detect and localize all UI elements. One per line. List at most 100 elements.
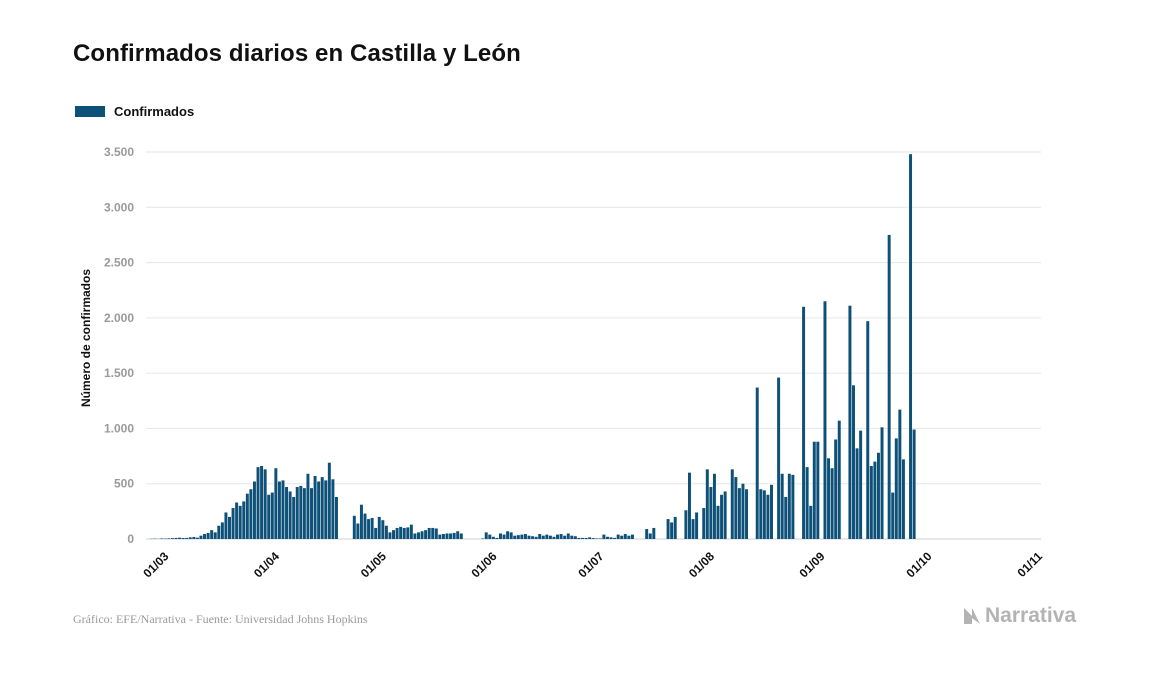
bar [484,532,488,539]
bars [149,154,916,539]
bar [630,534,634,539]
bar [281,480,285,539]
y-tick-labels: 0 500 1.000 1.500 2.000 2.500 3.000 3.500 [104,145,134,546]
bar [370,517,374,539]
bar [780,473,784,539]
bar [228,516,231,539]
bar [374,527,378,539]
bar [306,473,310,539]
bar [509,532,513,539]
bar [452,532,456,539]
bar [809,505,813,539]
bar [203,534,207,539]
bar [424,530,428,539]
y-tick-label: 3.000 [104,200,134,214]
bar [427,527,431,539]
bar [167,538,171,539]
bar [313,475,317,539]
bar [438,534,442,539]
bar [598,538,602,539]
bar [573,536,577,539]
bar [570,535,574,539]
bar [459,533,463,539]
bar [784,496,788,539]
bar [388,532,392,539]
bar [359,504,363,539]
bar [762,490,766,539]
bar [488,534,492,539]
bar [409,524,413,539]
bar [527,535,531,539]
bar [709,487,713,539]
bar [602,534,606,539]
bar [260,466,264,539]
bar [217,525,221,539]
bar [584,537,588,539]
bar [481,538,485,539]
bar [331,479,335,539]
bar [520,534,524,539]
bar [188,537,192,539]
y-tick-label: 2.500 [104,256,134,270]
bar [270,492,274,539]
bar [745,489,749,539]
bar [320,477,324,539]
bar [605,536,609,539]
bar [595,538,599,539]
bar [734,477,738,539]
bar [274,468,278,539]
x-tick-label: 01/08 [686,549,717,580]
bar [791,474,795,539]
bar [395,527,399,539]
bar [812,441,816,539]
x-tick-labels: 01/03 01/04 01/05 01/06 01/07 01/08 01/09 01/10… [140,549,1045,580]
bar [181,538,185,539]
bar [206,532,210,539]
bar [866,321,870,539]
bar [178,537,182,539]
bar [623,534,627,539]
bar [805,467,809,539]
brand-logo: Narrativa [963,604,1076,628]
bar [220,522,224,539]
bar [513,535,517,539]
bar [848,305,852,539]
bar [730,469,734,539]
bar [712,473,716,539]
bar [777,377,781,539]
bar [160,538,164,539]
bar [231,508,235,539]
bar [242,501,246,539]
bar [245,493,249,539]
bar [759,489,763,539]
bar [516,535,520,539]
bar [495,537,499,539]
bar [755,387,759,539]
bar [377,516,381,539]
bar [299,485,303,539]
bar [420,531,424,539]
bar [705,469,709,539]
bar [616,534,620,539]
bar [277,481,281,539]
bar [695,512,699,539]
bar [620,535,624,539]
bar [491,536,495,539]
bar [413,533,417,539]
bar [434,528,438,539]
bar [499,533,502,539]
bar [324,480,328,539]
bar [613,537,617,539]
bar [449,533,453,539]
bar [691,519,695,539]
y-axis-label: Número de confirmados [79,269,93,407]
legend-swatch [75,106,105,117]
bar [823,301,827,539]
x-tick-label: 01/04 [251,549,282,580]
bar [431,527,435,539]
bar [563,535,567,539]
y-tick-label: 3.500 [104,145,134,159]
grid-lines [146,151,1041,540]
x-tick-label: 01/07 [575,549,606,580]
bar [891,492,895,539]
